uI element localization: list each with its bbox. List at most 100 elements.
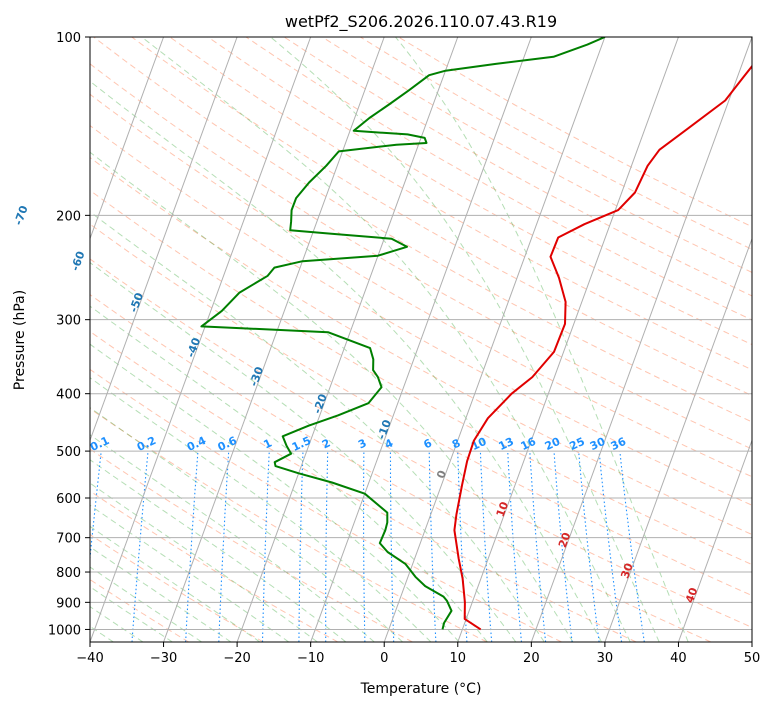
chart-title: wetPf2_S206.2026.110.07.43.R19: [285, 12, 557, 32]
y-axis-title: Pressure (hPa): [12, 290, 28, 390]
mixing-ratio-line: [578, 451, 600, 642]
isotherm-line: [677, 438, 752, 642]
mixing-ratio-label: 16: [519, 435, 539, 453]
isotherm-line: [604, 237, 752, 642]
moist-adiabat: [90, 407, 403, 642]
moist-adiabat: [90, 343, 460, 642]
isotherm-line: [310, 37, 532, 642]
moist-adiabat: [90, 586, 173, 642]
dry-adiabat: [131, 37, 752, 397]
moist-adiabat: [90, 151, 574, 642]
x-tick-label: 50: [744, 651, 761, 666]
dry-adiabat: [90, 294, 712, 642]
y-tick-label: 400: [56, 388, 81, 403]
isotherm-label: -60: [69, 249, 88, 272]
dry-adiabat: [90, 368, 562, 642]
x-tick-label: 20: [523, 651, 540, 666]
isotherm-line: [383, 37, 606, 642]
x-tick-label: −10: [297, 651, 324, 666]
mixing-ratio-label: 30: [588, 435, 608, 453]
moist-adiabat: [90, 80, 602, 642]
mixing-ratio-line: [507, 451, 523, 642]
x-tick-label: −30: [150, 651, 177, 666]
moist-adiabat: [90, 434, 375, 642]
moist-adiabat: [90, 377, 432, 642]
profiles: [200, 37, 752, 631]
dry-adiabat: [90, 156, 752, 536]
moist-adiabat: [270, 37, 660, 642]
temperature-profile: [453, 64, 752, 631]
x-tick-label: 0: [380, 651, 388, 666]
moist-adiabat: [90, 482, 318, 642]
isotherm-label: -50: [127, 291, 146, 314]
mixing-ratio-label: 13: [497, 435, 516, 453]
moist-adiabat: [90, 504, 290, 642]
moist-adiabat: [90, 305, 488, 642]
moist-adiabat: [90, 525, 261, 642]
isotherm-line: [90, 37, 165, 241]
y-tick-label: 600: [56, 492, 81, 507]
isotherm-line: [163, 37, 385, 642]
mixing-ratio-line: [90, 451, 102, 563]
moist-adiabat: [90, 546, 232, 642]
dry-adiabat: [90, 223, 752, 597]
isotherm-line: [530, 37, 752, 642]
y-tick-label: 300: [56, 314, 81, 329]
x-tick-label: −20: [223, 651, 250, 666]
mixing-ratio-label: 20: [543, 435, 563, 453]
mixing-ratio-line: [598, 451, 623, 642]
dry-adiabat: [207, 37, 752, 346]
x-tick-label: 40: [670, 651, 687, 666]
plot-frame: [89, 36, 753, 643]
dry-adiabat: [93, 37, 752, 423]
moist-adiabat: [90, 262, 517, 642]
isotherm-line: [90, 37, 312, 642]
warm-isotherm-label: 0: [434, 468, 449, 480]
axes: −40 −30 −20 −10 0 10 20 30 40 5010020030040050060…: [48, 31, 760, 666]
y-tick-label: 800: [56, 566, 81, 581]
warm-isotherm-label: 10: [494, 500, 512, 519]
mixing-ratio-line: [619, 451, 645, 642]
y-tick-label: 100: [56, 31, 81, 46]
isotherm-label: -20: [311, 392, 330, 415]
isotherm-line: [457, 37, 679, 642]
isotherm-label: -10: [375, 418, 394, 441]
dewpoint-profile: [200, 37, 606, 630]
moist-adiabat: [90, 566, 202, 642]
y-tick-label: 200: [56, 209, 81, 224]
x-tick-label: 10: [450, 651, 467, 666]
warm-isotherm-label: 20: [556, 530, 574, 549]
moist-adiabat: [90, 211, 545, 642]
pressure-gridlines: [90, 37, 752, 630]
y-tick-label: 700: [56, 532, 81, 547]
mixing-ratio-line: [553, 451, 573, 642]
dry-adiabat: [90, 407, 488, 642]
isotherm-label: -30: [247, 365, 266, 388]
moist-adiabat: [395, 37, 689, 642]
dry-adiabat: [90, 258, 752, 628]
isotherm-label: -70: [12, 204, 31, 227]
dry-adiabat: [90, 490, 339, 642]
isotherm-line: [751, 640, 752, 642]
dry-adiabat: [245, 37, 752, 321]
y-tick-label: 500: [56, 445, 81, 460]
dry-adiabat: [90, 533, 264, 642]
mixing-ratio-label: 36: [609, 435, 629, 453]
x-axis-title: Temperature (°C): [360, 681, 482, 697]
isotherm-line: [90, 37, 238, 442]
mixing-ratio-label: 25: [567, 435, 586, 453]
isotherm-label: -40: [184, 336, 203, 359]
skewed-isotherms: [90, 37, 752, 642]
line-labels: 0.10.20.40.611.52346810131620253036-100-…: [12, 204, 701, 605]
warm-isotherm-label: 40: [683, 586, 701, 605]
y-tick-label: 900: [56, 596, 81, 611]
dry-adiabat: [90, 124, 752, 506]
dry-adiabats: [90, 37, 752, 642]
warm-isotherm-label: 30: [618, 561, 636, 580]
mixing-ratio-line: [529, 451, 547, 642]
moist-adiabat: [141, 37, 631, 642]
x-tick-label: −40: [76, 651, 103, 666]
y-tick-label: 1000: [48, 623, 81, 638]
moist-adiabats: [90, 37, 689, 642]
